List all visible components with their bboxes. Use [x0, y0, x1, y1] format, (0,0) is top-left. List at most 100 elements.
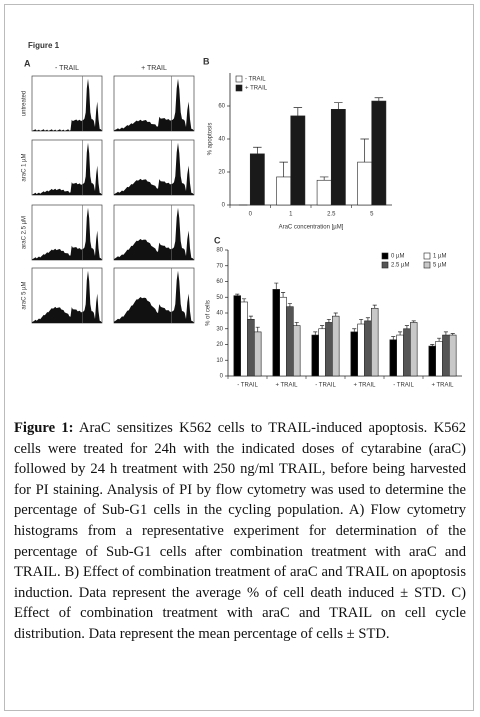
bar: [293, 325, 301, 377]
error-bar: [443, 331, 448, 336]
x-tick-label: - TRAIL: [393, 383, 414, 389]
error-bar: [248, 315, 253, 320]
y-axis-label: % of cells: [206, 300, 212, 326]
legend-swatch: [381, 261, 389, 269]
error-bar: [437, 337, 442, 342]
x-tick-label: + TRAIL: [353, 383, 376, 389]
x-tick-label: + TRAIL: [275, 383, 298, 389]
bar: [364, 320, 372, 377]
error-bar: [253, 146, 262, 154]
y-tick-label: 80: [216, 248, 223, 254]
error-bar: [255, 326, 260, 332]
legend-swatch: [423, 261, 431, 269]
bar: [396, 334, 404, 377]
error-bar: [334, 102, 343, 110]
bar: [403, 328, 411, 377]
error-bar: [333, 312, 338, 317]
bar: [442, 334, 450, 377]
legend-swatch: [381, 252, 389, 260]
bar: [254, 331, 262, 377]
legend-swatch: [423, 252, 431, 260]
x-tick-label: 2.5: [327, 212, 336, 218]
bar: [357, 323, 365, 377]
bar: [435, 341, 443, 377]
y-tick-label: 50: [216, 295, 223, 301]
error-bar: [281, 292, 286, 298]
error-bar: [279, 161, 288, 177]
error-bar: [398, 331, 403, 336]
y-tick-label: 40: [218, 137, 225, 143]
histogram: [32, 207, 102, 260]
x-tick-label: 0: [249, 212, 253, 218]
column-label: - TRAIL: [55, 65, 79, 72]
error-bar: [294, 322, 299, 326]
bar: [332, 315, 340, 377]
legend-label: + TRAIL: [245, 86, 268, 92]
y-tick-label: 60: [216, 279, 223, 285]
error-bar: [450, 333, 455, 336]
bar: [330, 109, 346, 206]
panel-letter: A: [24, 58, 31, 68]
bar: [371, 100, 387, 206]
row-label: araC 2.5 µM: [22, 216, 28, 249]
error-bar: [391, 336, 396, 340]
figure-label: Figure 1: [28, 41, 60, 50]
x-tick-label: + TRAIL: [431, 383, 454, 389]
error-bar: [352, 328, 357, 332]
caption-label: Figure 1:: [14, 420, 74, 436]
x-tick-label: 1: [289, 212, 293, 218]
legend-label: - TRAIL: [245, 77, 266, 83]
error-bar: [287, 303, 292, 307]
y-tick-label: 20: [218, 170, 225, 176]
histogram: [114, 78, 194, 131]
bar: [410, 322, 418, 377]
error-bar: [320, 325, 325, 329]
bar: [318, 328, 326, 377]
legend-swatch: [235, 75, 243, 83]
error-bar: [411, 320, 416, 323]
error-bar: [359, 318, 364, 325]
figure-frame: [4, 4, 474, 711]
error-bar: [319, 176, 329, 181]
y-tick-label: 70: [216, 263, 223, 269]
panel-letter: C: [214, 235, 221, 245]
bar: [316, 179, 332, 206]
y-tick-label: 60: [218, 104, 225, 110]
x-axis-label: AraC concentration [µM]: [279, 225, 344, 231]
x-tick-label: - TRAIL: [237, 383, 258, 389]
bar: [247, 318, 255, 377]
error-bar: [293, 107, 303, 116]
error-bar: [404, 325, 409, 329]
error-bar: [326, 318, 331, 323]
error-bar: [360, 138, 369, 163]
bar: [428, 345, 436, 377]
error-bar: [235, 293, 240, 296]
row-label: untreated: [22, 91, 28, 116]
y-tick-label: 30: [216, 326, 223, 332]
histogram: [32, 142, 102, 195]
y-tick-label: 0: [222, 203, 226, 209]
histogram: [114, 207, 194, 260]
bar: [325, 322, 333, 377]
bar: [272, 289, 280, 377]
y-tick-label: 10: [216, 358, 223, 364]
bar: [350, 331, 358, 377]
bar: [357, 161, 373, 206]
figure: Figure 1 A B C - TRAIL + TRAIL untreated ar…: [22, 41, 462, 389]
legend-label: 5 µM: [433, 263, 446, 269]
legend-swatch: [235, 84, 243, 92]
legend-label: 2.5 µM: [391, 263, 409, 269]
y-tick-label: 20: [216, 342, 223, 348]
bar: [240, 301, 248, 377]
x-tick-label: - TRAIL: [315, 383, 336, 389]
row-label: araC 5 µM: [22, 281, 28, 309]
bar: [249, 153, 265, 206]
error-bar: [242, 298, 247, 302]
error-bar: [274, 282, 279, 290]
error-bar: [372, 304, 377, 309]
legend-label: 1 µM: [433, 254, 446, 260]
x-tick-label: 5: [370, 212, 374, 218]
column-label: + TRAIL: [141, 65, 167, 72]
error-bar: [365, 317, 370, 321]
bar: [311, 334, 319, 377]
